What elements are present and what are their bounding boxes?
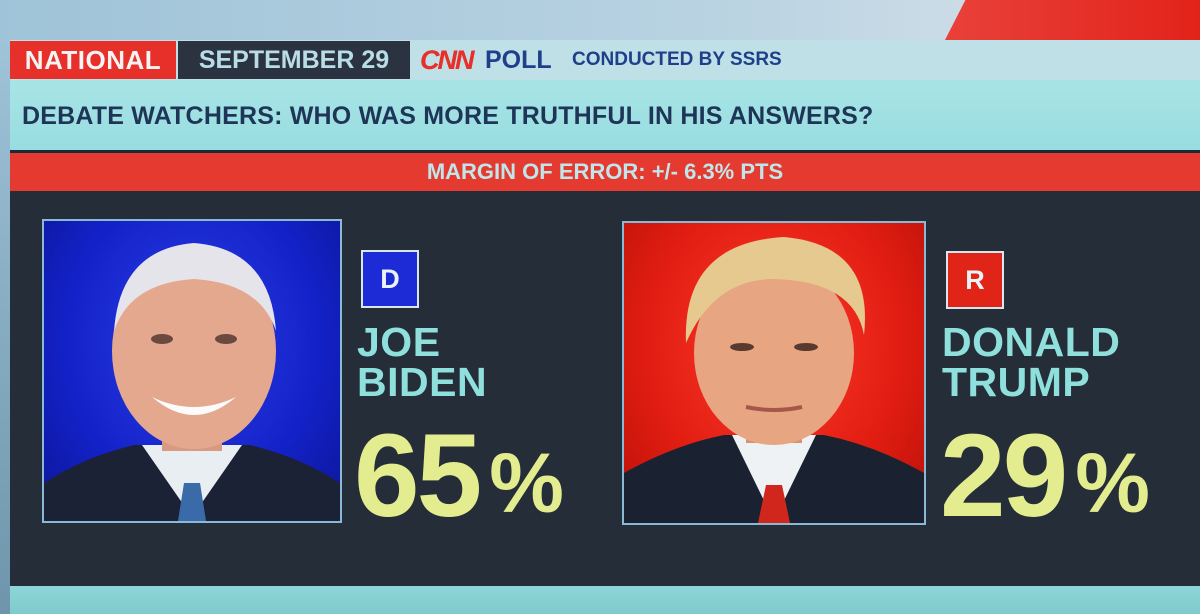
percent-value: 65: [354, 410, 482, 542]
portrait-silhouette-icon: [624, 237, 924, 523]
candidate-percent-trump: 29%: [940, 417, 1150, 539]
date-tag: SEPTEMBER 29: [178, 41, 410, 79]
portrait-silhouette-icon: [44, 243, 340, 521]
candidate-name-trump: DONALD TRUMP: [942, 319, 1121, 405]
percent-value: 29: [940, 410, 1068, 542]
poll-question-title: DEBATE WATCHERS: WHO WAS MORE TRUTHFUL I…: [22, 102, 874, 130]
candidate-percent-biden: 65%: [354, 417, 564, 539]
poll-label: POLL: [485, 46, 552, 74]
title-bar: [10, 80, 1200, 150]
party-badge-democrat: D: [361, 250, 419, 308]
margin-of-error-bar: MARGIN OF ERROR: +/- 6.3% PTS: [10, 153, 1200, 191]
left-edge: [0, 40, 10, 614]
cnn-logo: CNN: [420, 45, 475, 75]
red-corner-accent: [945, 0, 1200, 40]
percent-sign: %: [489, 436, 564, 530]
candidate-first-name: JOE: [357, 319, 441, 365]
candidate-name-biden: JOE BIDEN: [357, 319, 488, 405]
top-strip: [0, 0, 1200, 40]
region-tag: NATIONAL: [10, 41, 176, 79]
party-badge-republican: R: [946, 251, 1004, 309]
percent-sign: %: [1075, 436, 1150, 530]
bottom-strip: [10, 586, 1200, 614]
candidate-last-name: TRUMP: [942, 359, 1091, 405]
candidate-photo-biden: [42, 219, 342, 523]
candidate-photo-trump: [622, 221, 926, 525]
conducted-by-label: CONDUCTED BY SSRS: [572, 49, 782, 70]
candidate-last-name: BIDEN: [357, 359, 488, 405]
candidate-first-name: DONALD: [942, 319, 1121, 365]
